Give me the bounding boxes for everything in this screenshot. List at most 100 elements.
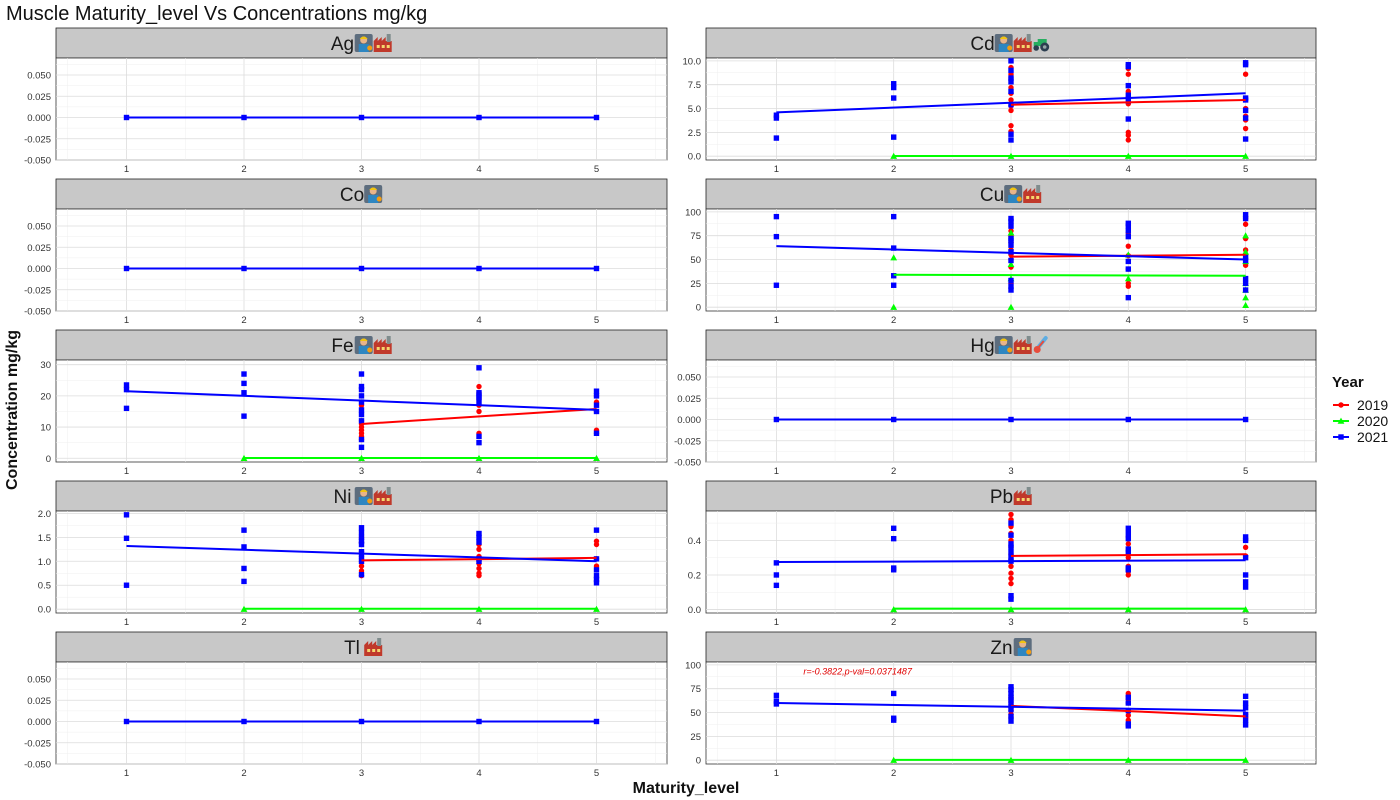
legend-marker <box>1338 434 1344 440</box>
data-point <box>1125 535 1132 542</box>
facet-label: Cd <box>970 34 994 55</box>
data-point <box>593 408 600 415</box>
series-2021 <box>773 520 1249 602</box>
data-point <box>358 538 365 544</box>
y-tick-label: 0.000 <box>27 717 51 728</box>
facet-label: Ag <box>331 34 354 55</box>
y-tick-label: 0 <box>46 454 51 465</box>
y-tick-label: 7.5 <box>688 80 701 91</box>
data-point <box>593 576 600 583</box>
data-point <box>123 405 130 412</box>
data-point <box>773 213 780 220</box>
data-point <box>358 371 365 377</box>
y-tick-label: 0.0 <box>688 152 701 163</box>
data-point <box>1008 277 1014 284</box>
trend-line-2019 <box>1010 98 1246 106</box>
facet-label: Pb <box>990 487 1013 508</box>
data-point <box>1125 266 1132 272</box>
x-tick-label: 3 <box>1008 466 1013 477</box>
y-tick-label: 50 <box>690 708 701 719</box>
data-point <box>476 399 482 405</box>
data-point <box>1242 61 1249 68</box>
data-point <box>1125 723 1132 729</box>
data-point <box>890 213 897 220</box>
data-point <box>1008 713 1014 720</box>
data-point <box>358 393 365 399</box>
facet-panel-ag: Ag -0.050 -0.025 0.000 0.025 0.050 1 2 3 4 5 <box>24 27 668 175</box>
data-point <box>1125 530 1132 537</box>
x-tick-label: 1 <box>124 466 129 477</box>
trend-line-2020 <box>893 273 1246 277</box>
data-point <box>123 535 130 541</box>
x-tick-label: 3 <box>359 315 364 326</box>
x-tick-label: 5 <box>594 315 599 326</box>
x-tick-label: 4 <box>476 768 481 779</box>
data-point <box>1242 705 1249 711</box>
data-point <box>123 582 130 588</box>
data-point <box>241 578 247 585</box>
facet-panel-pb: Pb 0.0 0.2 0.4 1 2 3 4 5 <box>688 480 1317 628</box>
facet-panel-ni: Ni 0.0 0.5 1.0 1.5 2.0 1 2 3 4 5 <box>38 480 668 628</box>
y-tick-label: 5.0 <box>688 104 701 115</box>
data-point <box>123 386 130 393</box>
data-point <box>593 541 600 548</box>
data-point <box>1008 570 1014 576</box>
factory-worker-icon <box>354 487 373 505</box>
x-tick-label: 4 <box>1126 315 1131 326</box>
data-point <box>1242 115 1249 121</box>
data-point <box>123 382 130 388</box>
data-point <box>1008 549 1014 556</box>
x-tick-label: 2 <box>241 768 246 779</box>
data-point <box>1242 584 1249 590</box>
data-point <box>1008 122 1014 129</box>
data-point <box>1242 554 1249 561</box>
data-point <box>1242 97 1249 103</box>
data-point <box>1125 98 1132 104</box>
factory-icon <box>1013 336 1032 354</box>
facet-label: Co <box>340 185 364 206</box>
data-point <box>1008 575 1014 582</box>
data-point <box>358 399 365 405</box>
data-point <box>1008 596 1014 602</box>
data-point <box>476 433 482 440</box>
data-point <box>1008 88 1014 95</box>
data-point <box>890 134 897 140</box>
data-point <box>476 572 482 579</box>
legend-label: 2019 <box>1357 397 1388 413</box>
x-tick-label: 1 <box>774 315 779 326</box>
data-point <box>1125 294 1132 301</box>
data-point <box>1008 242 1014 248</box>
x-tick-label: 5 <box>594 466 599 477</box>
data-point <box>241 565 247 572</box>
data-point <box>1125 694 1132 700</box>
x-tick-label: 1 <box>124 617 129 628</box>
data-point <box>1008 287 1014 293</box>
data-point <box>476 439 482 446</box>
data-point <box>476 530 482 537</box>
data-point <box>358 411 365 418</box>
y-tick-label: 1.5 <box>38 533 51 544</box>
y-tick-label: 0.000 <box>677 415 701 426</box>
data-point <box>1008 718 1014 724</box>
data-point <box>476 534 482 541</box>
data-point <box>1125 223 1132 229</box>
data-point <box>1125 92 1132 98</box>
x-tick-label: 2 <box>891 617 896 628</box>
data-point <box>1125 572 1132 578</box>
data-point <box>1008 690 1014 697</box>
y-tick-label: 0.050 <box>27 675 51 686</box>
data-point <box>1242 722 1249 728</box>
data-point <box>1008 580 1014 587</box>
y-tick-label: 20 <box>40 391 51 402</box>
data-point <box>593 393 600 399</box>
data-point <box>1242 215 1249 222</box>
y-tick-label: 0.025 <box>27 243 51 254</box>
data-point <box>1125 63 1132 70</box>
factory-icon <box>1013 34 1032 52</box>
x-tick-label: 3 <box>359 768 364 779</box>
data-point <box>1125 525 1132 531</box>
data-point <box>1242 248 1250 255</box>
series-2021 <box>123 365 600 451</box>
